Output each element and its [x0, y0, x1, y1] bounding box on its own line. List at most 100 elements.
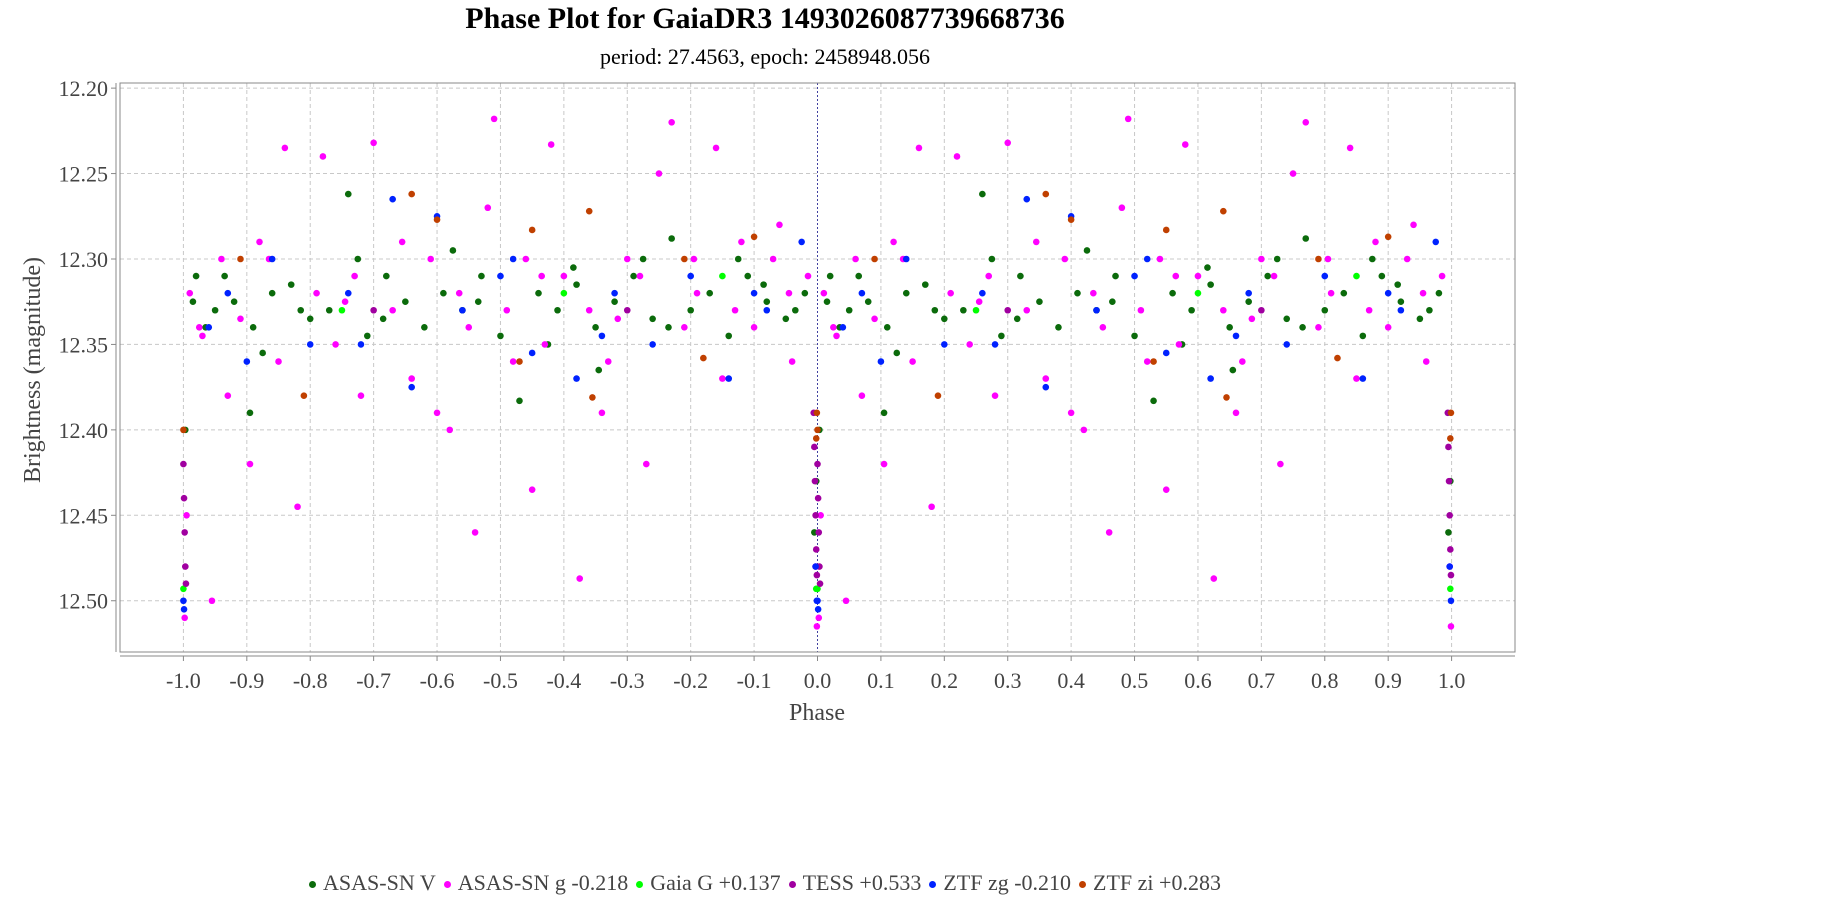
data-point: [256, 238, 263, 246]
data-point: [1302, 119, 1310, 126]
data-point: [864, 298, 872, 306]
data-point: [1384, 233, 1392, 241]
data-point: [1239, 358, 1246, 365]
data-point: [744, 272, 752, 280]
data-point: [814, 494, 822, 502]
x-tick-label: -0.6: [420, 668, 455, 693]
data-point: [182, 563, 189, 570]
data-point: [1220, 306, 1227, 314]
data-point: [195, 324, 203, 331]
data-point: [497, 272, 504, 280]
data-point: [1162, 349, 1170, 357]
x-tick-label: -0.8: [293, 668, 328, 693]
data-point: [1410, 221, 1417, 229]
legend-label: ZTF zi +0.283: [1093, 870, 1221, 895]
data-point: [1258, 255, 1265, 263]
data-point: [528, 226, 536, 234]
data-point: [1446, 512, 1453, 519]
chart-subtitle: period: 27.4563, epoch: 2458948.056: [600, 44, 930, 69]
data-point: [1067, 409, 1075, 417]
x-tick-label: -1.0: [166, 668, 201, 693]
legend-marker-icon: [636, 881, 644, 889]
data-point: [363, 332, 371, 340]
x-axis-label: Phase: [789, 700, 845, 726]
data-point: [208, 597, 216, 605]
data-point: [820, 289, 828, 297]
data-point: [237, 315, 244, 323]
data-point: [1162, 226, 1170, 234]
data-point: [1426, 306, 1433, 314]
data-point: [268, 289, 276, 297]
data-point: [991, 341, 999, 348]
data-point: [183, 512, 190, 519]
data-point: [1447, 571, 1455, 579]
data-point: [1447, 409, 1455, 417]
x-axis-ticks: -1.0 -0.9 -0.8 -0.7 -0.6 -0.5 -0.4 -0.3 -0.2 -0.1…: [120, 655, 1515, 693]
data-point: [427, 255, 435, 263]
data-point: [1372, 238, 1379, 246]
data-point: [402, 298, 409, 306]
data-point: [1447, 597, 1455, 605]
x-tick-label: 0.6: [1184, 668, 1212, 693]
data-point: [370, 139, 377, 147]
data-point: [1340, 289, 1348, 297]
data-point: [1042, 375, 1050, 382]
data-point: [1394, 281, 1401, 288]
data-point: [687, 306, 694, 314]
data-point: [813, 409, 821, 417]
x-tick-label: -0.1: [737, 668, 772, 693]
data-point: [792, 306, 799, 314]
data-point: [1143, 255, 1151, 263]
x-tick-label: -0.5: [483, 668, 518, 693]
data-point: [1353, 375, 1360, 382]
legend-item: Gaia G +0.137: [636, 870, 781, 896]
data-point: [1232, 332, 1240, 340]
data-point: [1378, 272, 1386, 280]
grid-lines: [120, 83, 1515, 652]
data-point: [554, 306, 561, 314]
data-point: [186, 289, 194, 297]
data-point: [893, 349, 901, 357]
data-point: [199, 332, 206, 340]
data-point: [497, 332, 504, 340]
data-point: [370, 306, 377, 314]
data-point: [1365, 306, 1373, 314]
data-point: [839, 324, 847, 331]
data-point: [1438, 272, 1446, 280]
data-point: [871, 315, 878, 323]
data-point: [182, 580, 190, 587]
data-point: [681, 255, 688, 263]
data-point: [516, 397, 523, 405]
data-point: [1074, 289, 1081, 297]
data-point: [389, 306, 396, 314]
data-point: [300, 392, 308, 399]
data-point: [1397, 298, 1405, 306]
x-tick-label: -0.3: [610, 668, 645, 693]
data-point: [313, 289, 320, 297]
data-point: [1090, 289, 1097, 297]
data-point: [459, 306, 466, 314]
data-point: [1283, 341, 1291, 348]
data-point: [319, 153, 327, 160]
data-point: [814, 460, 821, 468]
data-point: [560, 289, 568, 297]
legend-marker-icon: [443, 881, 451, 889]
data-point: [902, 255, 910, 263]
data-point: [1422, 358, 1430, 365]
data-point: [1226, 324, 1233, 331]
legend-label: TESS +0.533: [802, 870, 922, 895]
data-point: [1273, 255, 1281, 263]
data-point: [249, 324, 257, 331]
data-point: [560, 272, 568, 280]
data-point: [1302, 235, 1310, 242]
data-point: [180, 605, 188, 613]
x-tick-label: -0.4: [546, 668, 581, 693]
data-point: [1131, 272, 1138, 280]
data-point: [1232, 409, 1240, 417]
data-point: [611, 289, 618, 297]
data-point: [852, 255, 859, 263]
data-point: [522, 255, 530, 263]
data-point: [398, 238, 406, 246]
data-point: [598, 332, 606, 340]
data-point: [760, 281, 767, 288]
